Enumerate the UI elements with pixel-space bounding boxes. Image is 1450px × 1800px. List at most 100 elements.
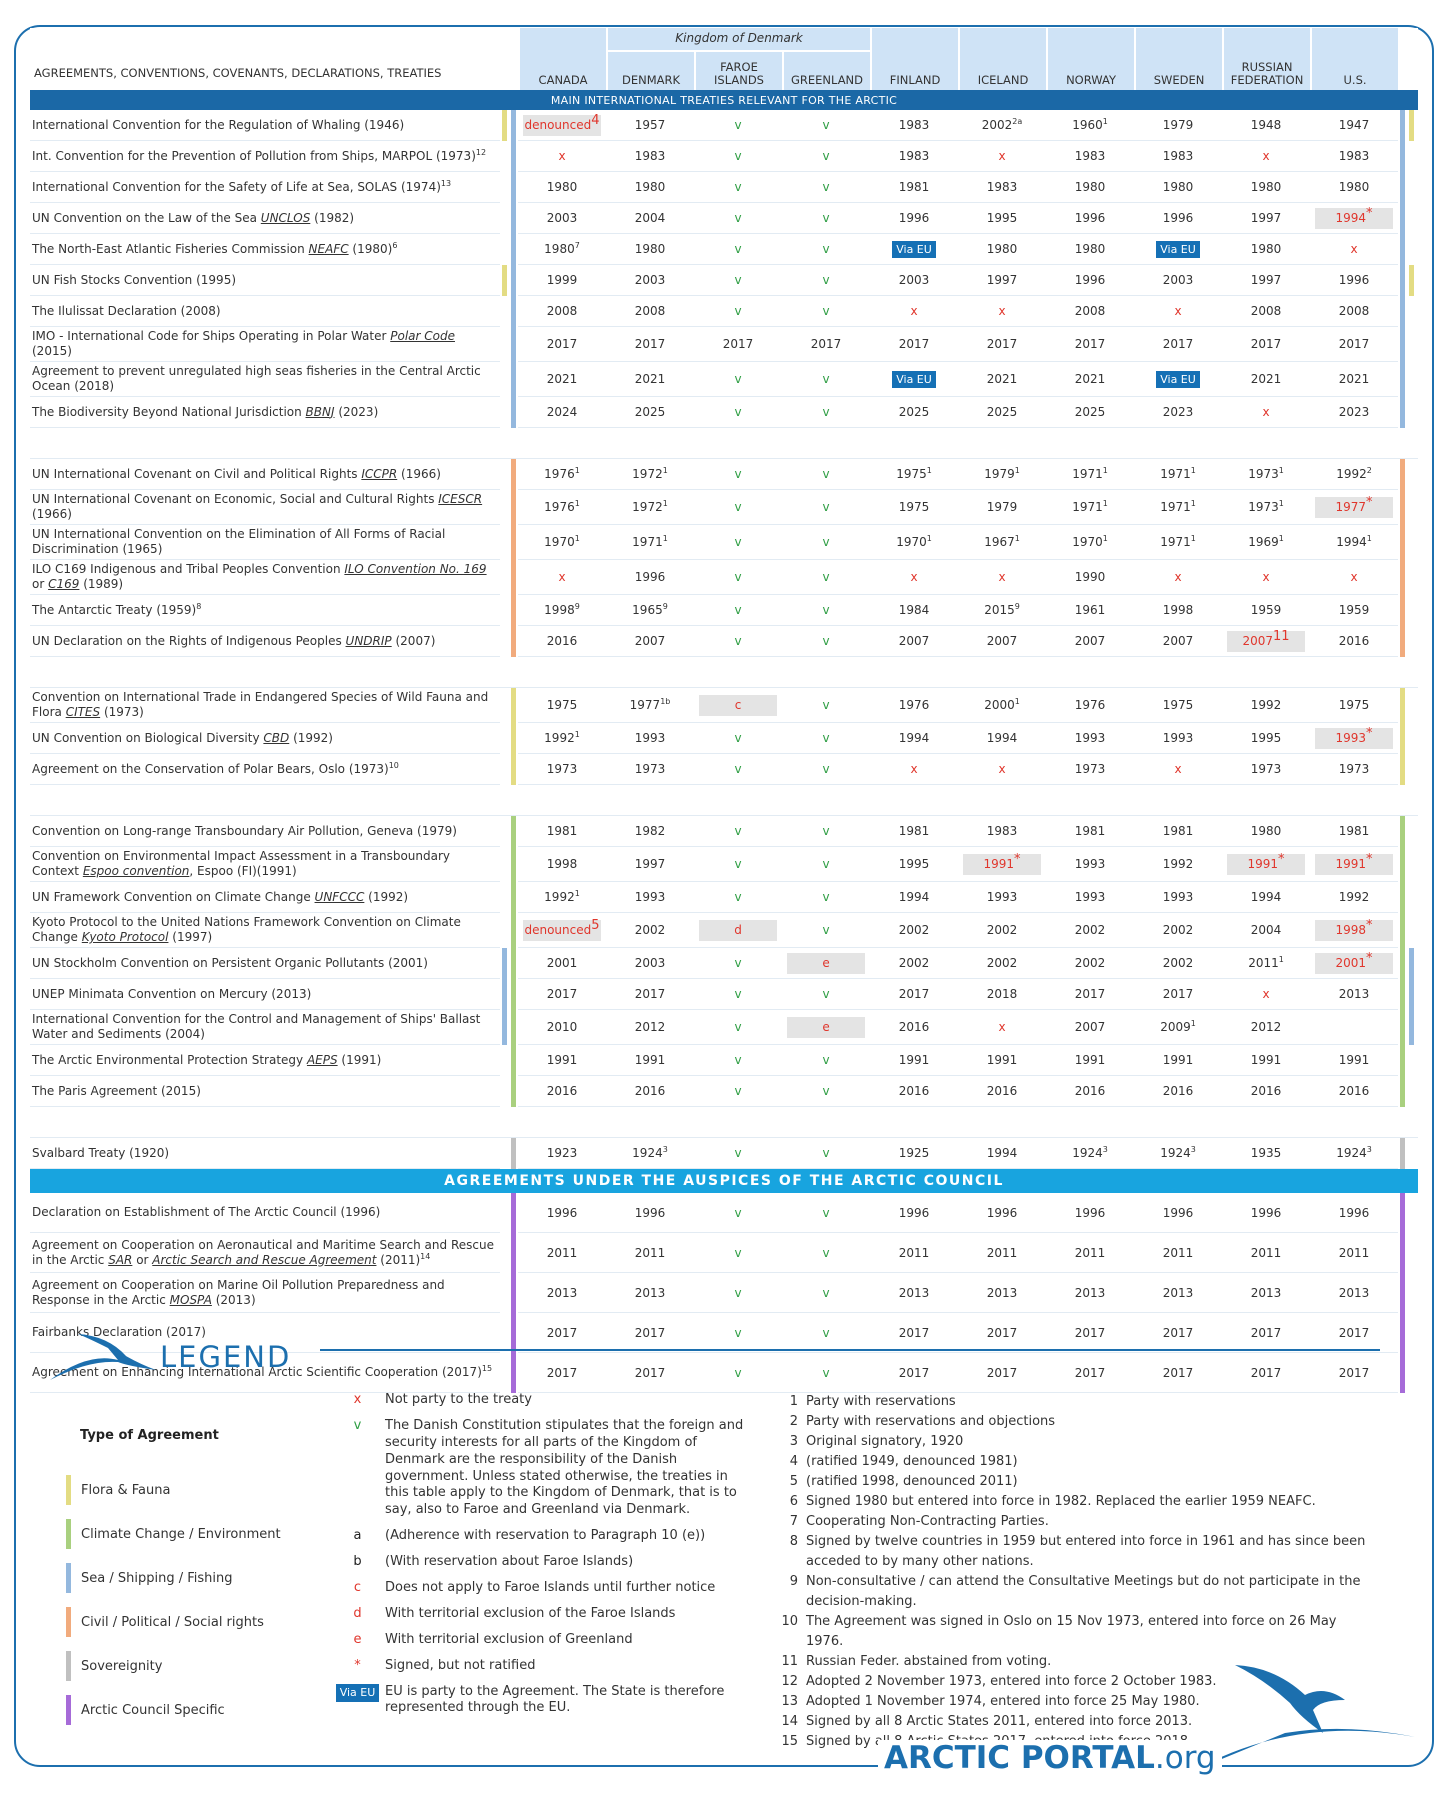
- name-text: (2015): [32, 344, 72, 358]
- year: 2004: [634, 211, 666, 225]
- status: v: [734, 180, 741, 194]
- status-cell: 1993: [1046, 723, 1135, 754]
- status-cell: 2017: [1046, 1313, 1135, 1353]
- year: 1983: [986, 824, 1018, 838]
- name-text: Agreement on Cooperation on Aeronautical…: [32, 1237, 494, 1267]
- status-cell: 2017: [1310, 1313, 1399, 1353]
- status-cell: v: [782, 560, 871, 595]
- year: 1997: [1250, 211, 1282, 225]
- footnote-text: Signed by all 8 Arctic States 2011, ente…: [806, 1714, 1193, 1729]
- treaty-row: The North-East Atlantic Fisheries Commis…: [30, 234, 1418, 265]
- status-text: 1992: [544, 731, 575, 745]
- type-bar: [1400, 1076, 1406, 1107]
- status-cell: 1983: [606, 141, 694, 172]
- year: 2016: [1338, 634, 1370, 648]
- status-cell: x: [958, 296, 1047, 327]
- treaty-row: Agreement on Enhancing International Arc…: [30, 1353, 1418, 1393]
- status-text: v: [734, 762, 742, 776]
- name-text: The Paris Agreement (2015): [32, 1083, 201, 1098]
- name-text: (1966): [32, 507, 72, 521]
- type-bars: [500, 172, 518, 203]
- footnote-ref: *: [1014, 851, 1021, 867]
- status-cell: 1977*: [1310, 490, 1399, 525]
- status-cell: v: [782, 816, 871, 847]
- status-cell: v: [694, 296, 782, 327]
- year: 2025: [1074, 405, 1106, 419]
- year: 2011: [1338, 1245, 1370, 1260]
- country-header: CANADA: [518, 28, 606, 90]
- treaty-row: Convention on Long-range Transboundary A…: [30, 816, 1418, 847]
- footnote-text: Non-consultative / can attend the Consul…: [806, 1574, 1361, 1609]
- status: v: [734, 242, 741, 256]
- treaty-row: UN International Convention on the Elimi…: [30, 525, 1418, 560]
- type-bar: [511, 172, 516, 203]
- status-cell: 1994: [958, 1138, 1047, 1169]
- footnote: 10 The Agreement was signed in Oslo on 15…: [780, 1612, 1370, 1652]
- treaty-name: UN Stockholm Convention on Persistent Or…: [30, 948, 500, 979]
- status-cell: 2017: [1222, 1353, 1311, 1393]
- status-cell: v: [694, 1045, 782, 1076]
- status-cell: 2025: [958, 397, 1047, 428]
- type-bar: [511, 1010, 516, 1045]
- type-bar: [502, 110, 507, 141]
- status-text: 1994: [1336, 535, 1367, 549]
- status-cell: 2002: [1134, 948, 1223, 979]
- footnote-ref: 1: [1278, 466, 1284, 475]
- year: 2013: [546, 1285, 578, 1300]
- status: 19701: [896, 535, 932, 550]
- status-cell: v: [782, 1313, 871, 1353]
- year: 1995: [1250, 731, 1282, 745]
- status-cell: 2025: [870, 397, 959, 428]
- type-bars: [500, 110, 518, 141]
- status-cell: 2003: [1134, 265, 1223, 296]
- year: 1996: [898, 1205, 930, 1220]
- status-text: v: [822, 500, 830, 514]
- status: v: [734, 500, 741, 514]
- status-text: c: [734, 697, 742, 712]
- status-text: denounced: [524, 117, 592, 132]
- footnote-ref: 1: [574, 730, 580, 739]
- status: 19711: [1160, 535, 1196, 550]
- status-cell: v: [694, 265, 782, 296]
- status-cell: v: [694, 1273, 782, 1313]
- type-bars: [500, 327, 518, 362]
- gap: [30, 428, 1419, 459]
- status-cell: 1991: [606, 1045, 694, 1076]
- treaty-row: The Ilulissat Declaration (2008) 2008 2008…: [30, 296, 1418, 327]
- status: 1991*: [1315, 853, 1394, 875]
- name-text: (2013): [211, 1292, 256, 1307]
- status: v: [822, 535, 829, 549]
- status-text: 1971: [1160, 500, 1191, 514]
- type-item: Flora & Fauna: [66, 1468, 281, 1512]
- footnote-ref: 1: [1278, 499, 1284, 508]
- status-cell: v: [782, 296, 871, 327]
- type-name: Flora & Fauna: [81, 1482, 171, 1498]
- year: 1980: [634, 242, 666, 256]
- status-cell: 1993: [606, 882, 694, 913]
- type-bars: [500, 490, 518, 525]
- type-bar: [1400, 296, 1406, 327]
- status-cell: 1991*: [1310, 847, 1399, 882]
- status-cell: e: [782, 1010, 871, 1045]
- status-text: x: [910, 762, 918, 776]
- status-cell: v: [694, 723, 782, 754]
- type-bars: [500, 265, 518, 296]
- year: 1992: [1162, 857, 1194, 871]
- status: 19989: [544, 603, 580, 618]
- status-cell: 2017: [694, 327, 782, 362]
- treaty-row: The Antarctic Treaty (1959)8 19989 19659 v v…: [30, 595, 1418, 626]
- year: 1980: [1250, 180, 1282, 194]
- type-bars: [500, 948, 518, 979]
- treaty-name: IMO - International Code for Ships Opera…: [30, 327, 500, 362]
- type-bar: [1409, 265, 1415, 296]
- year: 2012: [634, 1020, 666, 1034]
- footnote: 5 (ratified 1998, denounced 2011): [780, 1472, 1370, 1492]
- footnote-ref: 1: [1014, 534, 1020, 543]
- year: 1997: [634, 857, 666, 871]
- header-row: DENMARK FAROE ISLANDS GREENLAND: [30, 52, 1418, 90]
- symbol-desc: (Adherence with reservation to Paragraph…: [385, 1528, 706, 1544]
- status-cell: 2010: [518, 1010, 606, 1045]
- status-cell: 2016: [518, 626, 606, 657]
- status-cell: v: [782, 203, 871, 234]
- footnote: 3 Original signatory, 1920: [780, 1432, 1370, 1452]
